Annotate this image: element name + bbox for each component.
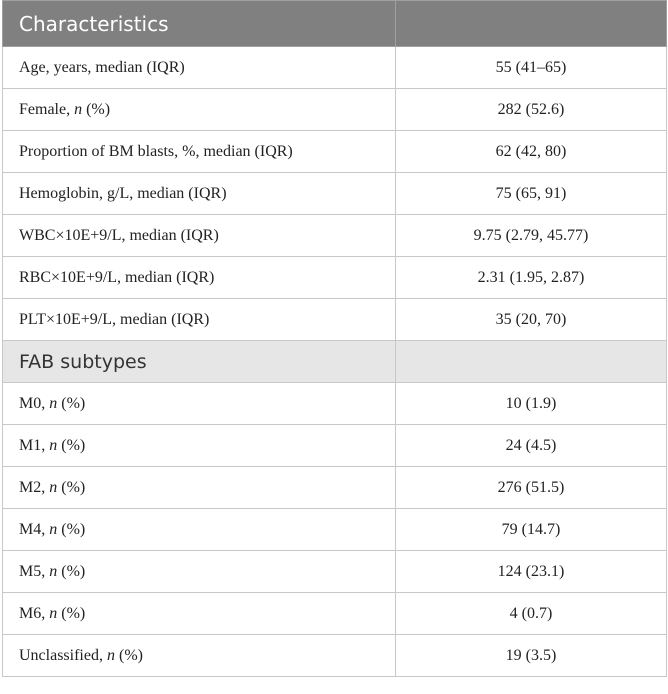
table-header-row: Characteristics xyxy=(2,0,667,47)
label-text: (%) xyxy=(57,478,86,496)
table-row: RBC×10E+9/L, median (IQR) 2.31 (1.95, 2.… xyxy=(2,256,667,299)
section-row-fab: FAB subtypes xyxy=(2,340,667,383)
label-text: M5, xyxy=(19,562,50,580)
label-text: (%) xyxy=(57,436,86,454)
row-label-bm-blasts: Proportion of BM blasts, %, median (IQR) xyxy=(2,130,396,173)
label-italic-n: n xyxy=(49,562,58,580)
header-value xyxy=(395,0,667,47)
table-row: M1, n (%) 24 (4.5) xyxy=(2,424,667,467)
table-row: M4, n (%) 79 (14.7) xyxy=(2,508,667,551)
row-value-plt: 35 (20, 70) xyxy=(395,298,667,341)
label-text: M4, xyxy=(19,520,50,538)
row-value-female: 282 (52.6) xyxy=(395,88,667,131)
row-label-m1: M1, n (%) xyxy=(2,424,396,467)
row-label-wbc: WBC×10E+9/L, median (IQR) xyxy=(2,214,396,257)
table-row: M6, n (%) 4 (0.7) xyxy=(2,592,667,635)
label-text: (%) xyxy=(57,604,86,622)
row-label-unclassified: Unclassified, n (%) xyxy=(2,634,396,677)
row-value-age: 55 (41–65) xyxy=(395,46,667,89)
label-italic-n: n xyxy=(49,436,58,454)
row-value-m1: 24 (4.5) xyxy=(395,424,667,467)
label-text: (%) xyxy=(114,646,143,664)
row-label-age: Age, years, median (IQR) xyxy=(2,46,396,89)
row-label-m4: M4, n (%) xyxy=(2,508,396,551)
label-text: Female, xyxy=(19,100,75,118)
label-text: (%) xyxy=(57,520,86,538)
row-label-m5: M5, n (%) xyxy=(2,550,396,593)
row-label-hemoglobin: Hemoglobin, g/L, median (IQR) xyxy=(2,172,396,215)
row-label-m0: M0, n (%) xyxy=(2,382,396,425)
row-value-bm-blasts: 62 (42, 80) xyxy=(395,130,667,173)
row-value-rbc: 2.31 (1.95, 2.87) xyxy=(395,256,667,299)
table-row: M0, n (%) 10 (1.9) xyxy=(2,382,667,425)
label-text: M1, xyxy=(19,436,50,454)
table-row: Age, years, median (IQR) 55 (41–65) xyxy=(2,46,667,89)
label-italic-n: n xyxy=(49,478,58,496)
row-label-m6: M6, n (%) xyxy=(2,592,396,635)
label-italic-n: n xyxy=(74,100,83,118)
row-value-m0: 10 (1.9) xyxy=(395,382,667,425)
row-label-rbc: RBC×10E+9/L, median (IQR) xyxy=(2,256,396,299)
row-label-female: Female, n (%) xyxy=(2,88,396,131)
row-label-plt: PLT×10E+9/L, median (IQR) xyxy=(2,298,396,341)
label-text: (%) xyxy=(57,562,86,580)
table-row: M5, n (%) 124 (23.1) xyxy=(2,550,667,593)
table-row: Hemoglobin, g/L, median (IQR) 75 (65, 91… xyxy=(2,172,667,215)
row-label-m2: M2, n (%) xyxy=(2,466,396,509)
table-row: WBC×10E+9/L, median (IQR) 9.75 (2.79, 45… xyxy=(2,214,667,257)
section-value-fab xyxy=(395,340,667,383)
row-value-m5: 124 (23.1) xyxy=(395,550,667,593)
label-italic-n: n xyxy=(49,604,58,622)
label-italic-n: n xyxy=(106,646,115,664)
row-value-wbc: 9.75 (2.79, 45.77) xyxy=(395,214,667,257)
characteristics-table: Characteristics Age, years, median (IQR)… xyxy=(2,0,667,677)
label-text: Unclassified, xyxy=(19,646,107,664)
table-row: Female, n (%) 282 (52.6) xyxy=(2,88,667,131)
label-text: M0, xyxy=(19,394,50,412)
table-row: Proportion of BM blasts, %, median (IQR)… xyxy=(2,130,667,173)
header-characteristics: Characteristics xyxy=(2,0,396,47)
table-row: M2, n (%) 276 (51.5) xyxy=(2,466,667,509)
label-text: M6, xyxy=(19,604,50,622)
row-value-hemoglobin: 75 (65, 91) xyxy=(395,172,667,215)
table-row: PLT×10E+9/L, median (IQR) 35 (20, 70) xyxy=(2,298,667,341)
section-title-fab: FAB subtypes xyxy=(2,340,396,383)
label-text: M2, xyxy=(19,478,50,496)
row-value-m2: 276 (51.5) xyxy=(395,466,667,509)
label-text: (%) xyxy=(57,394,86,412)
table-row: Unclassified, n (%) 19 (3.5) xyxy=(2,634,667,677)
row-value-unclassified: 19 (3.5) xyxy=(395,634,667,677)
label-italic-n: n xyxy=(49,394,58,412)
label-italic-n: n xyxy=(49,520,58,538)
row-value-m6: 4 (0.7) xyxy=(395,592,667,635)
label-text: (%) xyxy=(82,100,111,118)
row-value-m4: 79 (14.7) xyxy=(395,508,667,551)
